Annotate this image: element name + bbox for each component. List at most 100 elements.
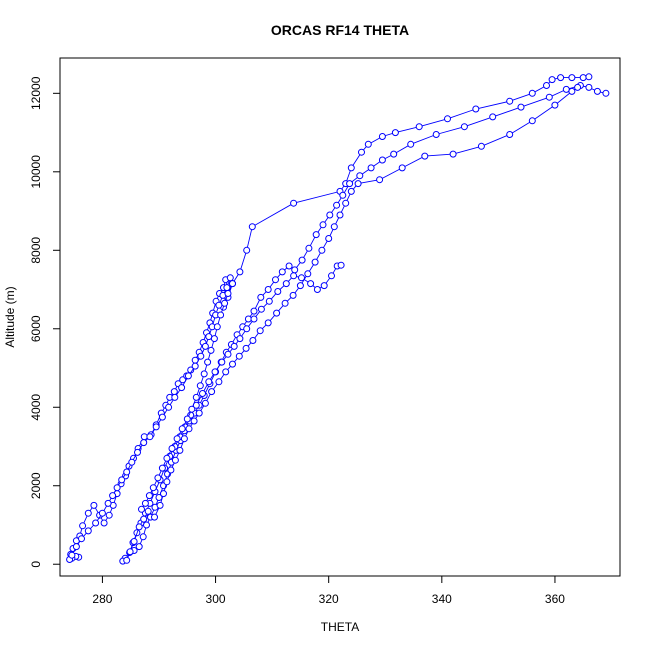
data-point bbox=[243, 246, 251, 254]
y-tick-label: 0 bbox=[29, 561, 43, 568]
data-point bbox=[146, 433, 154, 441]
data-point bbox=[311, 258, 319, 266]
data-point bbox=[226, 274, 234, 282]
data-point bbox=[264, 286, 272, 293]
data-point bbox=[337, 261, 345, 269]
data-point bbox=[282, 280, 290, 288]
data-point bbox=[201, 342, 209, 350]
data-point bbox=[325, 235, 333, 242]
data-point bbox=[274, 288, 282, 295]
data-point bbox=[391, 129, 399, 137]
data-point bbox=[304, 270, 312, 278]
data-point bbox=[298, 274, 305, 282]
data-point bbox=[249, 337, 257, 344]
data-point bbox=[72, 543, 80, 551]
data-point bbox=[415, 123, 423, 131]
data-point bbox=[444, 115, 451, 123]
data-point bbox=[242, 344, 250, 352]
data-point bbox=[273, 309, 281, 317]
data-point bbox=[197, 352, 205, 360]
data-point bbox=[257, 305, 265, 313]
data-point bbox=[205, 333, 213, 341]
data-point bbox=[328, 272, 335, 280]
data-point bbox=[140, 439, 148, 447]
data-point bbox=[154, 474, 162, 482]
data-point bbox=[364, 140, 372, 148]
data-point bbox=[229, 360, 236, 368]
data-point bbox=[192, 393, 200, 401]
data-point bbox=[144, 507, 152, 515]
data-point bbox=[517, 103, 525, 111]
data-point bbox=[407, 140, 415, 148]
data-point bbox=[298, 256, 306, 264]
data-point bbox=[191, 362, 199, 370]
data-point bbox=[574, 83, 582, 91]
data-point bbox=[305, 244, 313, 252]
data-point bbox=[143, 521, 150, 529]
data-point bbox=[347, 187, 355, 195]
data-point bbox=[123, 468, 131, 476]
data-point bbox=[113, 484, 121, 492]
data-point bbox=[208, 388, 216, 396]
data-point bbox=[248, 223, 256, 231]
data-point bbox=[472, 105, 480, 113]
data-point bbox=[528, 89, 536, 97]
data-point bbox=[78, 535, 85, 543]
data-point bbox=[313, 286, 321, 293]
data-point bbox=[460, 123, 468, 131]
data-point bbox=[318, 246, 326, 254]
data-point bbox=[215, 378, 223, 386]
data-point bbox=[138, 505, 145, 513]
data-point bbox=[235, 352, 243, 360]
data-point bbox=[347, 164, 355, 172]
data-point bbox=[104, 499, 112, 507]
data-point bbox=[265, 297, 273, 305]
data-point bbox=[548, 76, 556, 84]
y-tick-label: 8000 bbox=[29, 237, 43, 264]
data-point bbox=[289, 291, 297, 299]
data-point bbox=[528, 117, 536, 125]
data-point bbox=[190, 417, 198, 425]
data-point bbox=[358, 148, 365, 156]
data-point bbox=[312, 231, 320, 239]
data-point bbox=[163, 454, 171, 462]
data-point bbox=[285, 262, 293, 270]
data-point bbox=[201, 399, 209, 407]
data-point bbox=[156, 501, 164, 509]
data-point bbox=[207, 346, 215, 354]
data-point bbox=[557, 74, 565, 82]
data-point bbox=[130, 538, 138, 545]
data-point bbox=[543, 82, 550, 89]
data-point bbox=[250, 307, 258, 315]
data-point bbox=[278, 268, 286, 276]
x-tick-label: 300 bbox=[206, 592, 226, 606]
data-point bbox=[378, 133, 386, 140]
data-point bbox=[213, 323, 221, 331]
data-point bbox=[160, 490, 167, 498]
data-point bbox=[390, 150, 398, 158]
data-point bbox=[92, 519, 100, 527]
data-point bbox=[336, 211, 344, 219]
data-point bbox=[222, 368, 230, 376]
data-point bbox=[506, 97, 514, 105]
data-point bbox=[178, 425, 186, 433]
data-point bbox=[210, 335, 218, 343]
data-point bbox=[170, 388, 178, 396]
data-point bbox=[109, 492, 117, 500]
data-point bbox=[188, 405, 196, 413]
data-point bbox=[568, 87, 576, 95]
data-point bbox=[477, 142, 485, 150]
data-point bbox=[449, 150, 457, 158]
data-point bbox=[290, 199, 298, 207]
series-layer bbox=[66, 73, 610, 565]
data-point bbox=[135, 543, 143, 551]
data-point bbox=[204, 358, 212, 366]
data-point bbox=[602, 89, 610, 97]
chart-title: ORCAS RF14 THETA bbox=[271, 22, 409, 38]
data-point bbox=[151, 513, 158, 521]
data-point bbox=[215, 301, 223, 309]
series-4 bbox=[119, 83, 582, 565]
data-point bbox=[176, 446, 184, 454]
data-point bbox=[333, 201, 341, 209]
